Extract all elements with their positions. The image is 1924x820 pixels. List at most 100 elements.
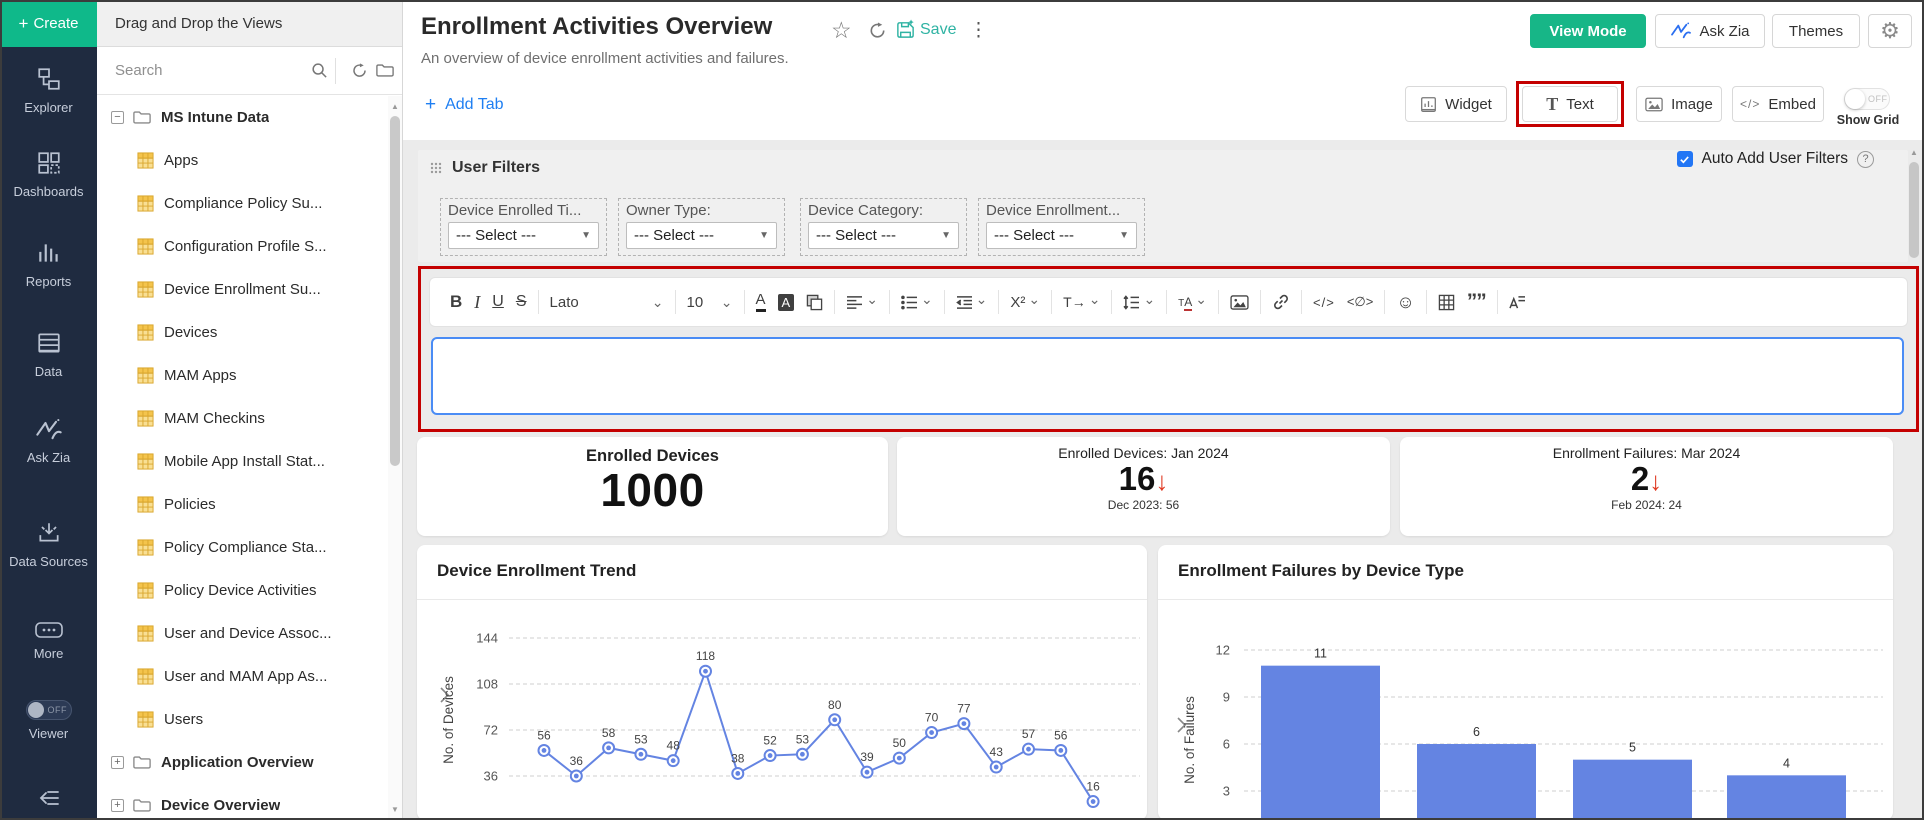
kpi-card-0[interactable]: Enrolled Devices 1000 xyxy=(417,437,888,536)
help-icon[interactable]: ? xyxy=(1857,150,1874,168)
superscript-button[interactable]: X² ⌄ xyxy=(1004,291,1046,311)
sidebar-item-viewer[interactable]: OFF Viewer xyxy=(0,700,97,742)
font-case-button[interactable]: TA ⌄ xyxy=(1172,291,1213,311)
settings-gear-button[interactable]: ⚙ xyxy=(1868,14,1912,48)
insert-link-button[interactable] xyxy=(1266,293,1296,311)
collapse-rail-button[interactable] xyxy=(0,786,97,815)
text-color-button[interactable]: A xyxy=(750,292,772,312)
indent-icon xyxy=(955,295,973,310)
expand-node-icon[interactable]: + xyxy=(111,799,124,812)
refresh-dashboard-icon[interactable] xyxy=(868,21,887,40)
filter-select[interactable]: --- Select --- ▼ xyxy=(986,222,1137,249)
tree-item-user-and-mam-app-as-[interactable]: User and MAM App As... xyxy=(97,655,388,698)
tree-item-compliance-policy-su-[interactable]: Compliance Policy Su... xyxy=(97,182,388,225)
tree-item-device-enrollment-su-[interactable]: Device Enrollment Su... xyxy=(97,268,388,311)
themes-button[interactable]: Themes xyxy=(1772,14,1860,48)
sidebar-item-more[interactable]: More xyxy=(0,622,97,662)
auto-add-checkbox[interactable] xyxy=(1676,151,1693,167)
canvas-scroll-thumb[interactable] xyxy=(1909,162,1919,258)
indent-button[interactable]: ⌄ xyxy=(950,291,994,310)
sidebar-item-dashboards[interactable]: Dashboards xyxy=(0,150,97,200)
highlight-color-button[interactable]: A xyxy=(772,293,801,311)
clear-format-button[interactable] xyxy=(1503,295,1532,310)
emoji-button[interactable]: ☺ xyxy=(1390,292,1420,313)
create-button[interactable]: + Create xyxy=(0,0,97,47)
format-painter-button[interactable] xyxy=(800,294,829,311)
save-button[interactable]: Save xyxy=(895,19,956,40)
drag-handle-icon[interactable] xyxy=(430,162,442,174)
font-family-dropdown[interactable]: Lato ⌄ xyxy=(544,294,670,311)
tree-item-users[interactable]: Users xyxy=(97,698,388,741)
insert-image-button[interactable] xyxy=(1224,294,1255,310)
tree-item-mobile-app-install-stat-[interactable]: Mobile App Install Stat... xyxy=(97,440,388,483)
strikethrough-button[interactable]: S xyxy=(510,293,533,311)
favorite-star-icon[interactable]: ☆ xyxy=(831,17,852,43)
tree-item-policy-device-activities[interactable]: Policy Device Activities xyxy=(97,569,388,612)
device-enrollment-trend-chart[interactable]: 144 108 72 36 No. of Devices 56 36 58 53 48 118 38 5… xyxy=(417,600,1147,820)
tree-scrollbar[interactable]: ▲ ▼ xyxy=(388,96,402,820)
insert-embed-button[interactable]: </> Embed xyxy=(1732,86,1824,122)
font-size-dropdown[interactable]: 10 ⌄ xyxy=(681,294,739,311)
kpi-card-1[interactable]: Enrolled Devices: Jan 2024 16↓ Dec 2023: 5… xyxy=(897,437,1390,536)
sidebar-item-explorer[interactable]: Explorer xyxy=(0,66,97,116)
filter-select[interactable]: --- Select --- ▼ xyxy=(448,222,599,249)
scroll-up-icon[interactable]: ▲ xyxy=(391,102,399,111)
divider xyxy=(834,290,836,314)
tree-item-apps[interactable]: Apps xyxy=(97,139,388,182)
scroll-down-icon[interactable]: ▼ xyxy=(391,805,399,814)
align-button[interactable]: ⌄ xyxy=(840,291,884,310)
underline-button[interactable]: U xyxy=(486,293,510,311)
scroll-up-icon[interactable]: ▲ xyxy=(1910,148,1918,157)
refresh-views-icon[interactable] xyxy=(351,62,368,79)
image-label: Image xyxy=(1671,95,1713,113)
tree-item-user-and-device-assoc-[interactable]: User and Device Assoc... xyxy=(97,612,388,655)
sidebar-item-ask-zia[interactable]: Ask Zia xyxy=(0,418,97,466)
search-row xyxy=(97,47,402,95)
enrollment-failures-chart[interactable]: 12 9 6 3 No. of Failures 11 6 5 4 xyxy=(1158,600,1893,820)
viewer-toggle[interactable]: OFF xyxy=(25,700,72,720)
blockquote-button[interactable]: ”” xyxy=(1461,291,1492,311)
sidebar-item-data-sources[interactable]: Data Sources xyxy=(0,520,97,570)
tree-folder-device-overview[interactable]: + Device Overview xyxy=(97,784,388,820)
line-spacing-button[interactable]: ⌄ xyxy=(1117,291,1161,310)
show-grid-toggle[interactable]: OFF xyxy=(1844,88,1890,110)
insert-table-button[interactable] xyxy=(1432,294,1461,311)
folder-view-icon[interactable] xyxy=(376,63,394,78)
expand-node-icon[interactable]: + xyxy=(111,756,124,769)
insert-widget-button[interactable]: Widget xyxy=(1405,86,1507,122)
search-input[interactable] xyxy=(115,62,304,79)
insert-image-button[interactable]: Image xyxy=(1636,86,1722,122)
tree-item-policy-compliance-sta-[interactable]: Policy Compliance Sta... xyxy=(97,526,388,569)
divider xyxy=(1384,290,1386,314)
tree-item-policies[interactable]: Policies xyxy=(97,483,388,526)
tree-item-mam-apps[interactable]: MAM Apps xyxy=(97,354,388,397)
tree-scroll-thumb[interactable] xyxy=(390,116,400,466)
code-view-button[interactable]: </> xyxy=(1307,295,1341,310)
tree-folder-application-overview[interactable]: + Application Overview xyxy=(97,741,388,784)
add-tab-button[interactable]: + Add Tab xyxy=(425,94,504,116)
folder-icon xyxy=(133,798,151,813)
filter-select[interactable]: --- Select --- ▼ xyxy=(808,222,959,249)
more-options-kebab-icon[interactable]: ⋮ xyxy=(969,20,988,41)
tree-item-configuration-profile-s-[interactable]: Configuration Profile S... xyxy=(97,225,388,268)
insert-text-button[interactable]: T Text xyxy=(1522,86,1618,122)
collapse-node-icon[interactable]: − xyxy=(111,111,124,124)
search-icon[interactable] xyxy=(311,62,328,79)
bold-button[interactable]: B xyxy=(444,292,468,312)
tree-folder-ms-intune-data[interactable]: − MS Intune Data xyxy=(97,96,388,139)
filter-select[interactable]: --- Select --- ▼ xyxy=(626,222,777,249)
sidebar-item-reports[interactable]: Reports xyxy=(0,240,97,290)
tree-item-mam-checkins[interactable]: MAM Checkins xyxy=(97,397,388,440)
inline-code-button[interactable]: <∅> xyxy=(1341,294,1380,310)
italic-button[interactable]: I xyxy=(468,292,486,313)
tree-item-devices[interactable]: Devices xyxy=(97,311,388,354)
reports-icon xyxy=(36,244,62,270)
list-button[interactable]: ⌄ xyxy=(895,291,939,310)
sidebar-item-data[interactable]: Data xyxy=(0,330,97,380)
text-direction-button[interactable]: T→ ⌄ xyxy=(1057,291,1106,311)
view-mode-button[interactable]: View Mode xyxy=(1530,14,1646,48)
kpi-card-2[interactable]: Enrollment Failures: Mar 2024 2↓ Feb 2024:… xyxy=(1400,437,1893,536)
canvas-scrollbar[interactable]: ▲ xyxy=(1907,148,1921,820)
rich-text-input-area[interactable] xyxy=(431,337,1904,415)
ask-zia-button[interactable]: Ask Zia xyxy=(1655,14,1765,48)
